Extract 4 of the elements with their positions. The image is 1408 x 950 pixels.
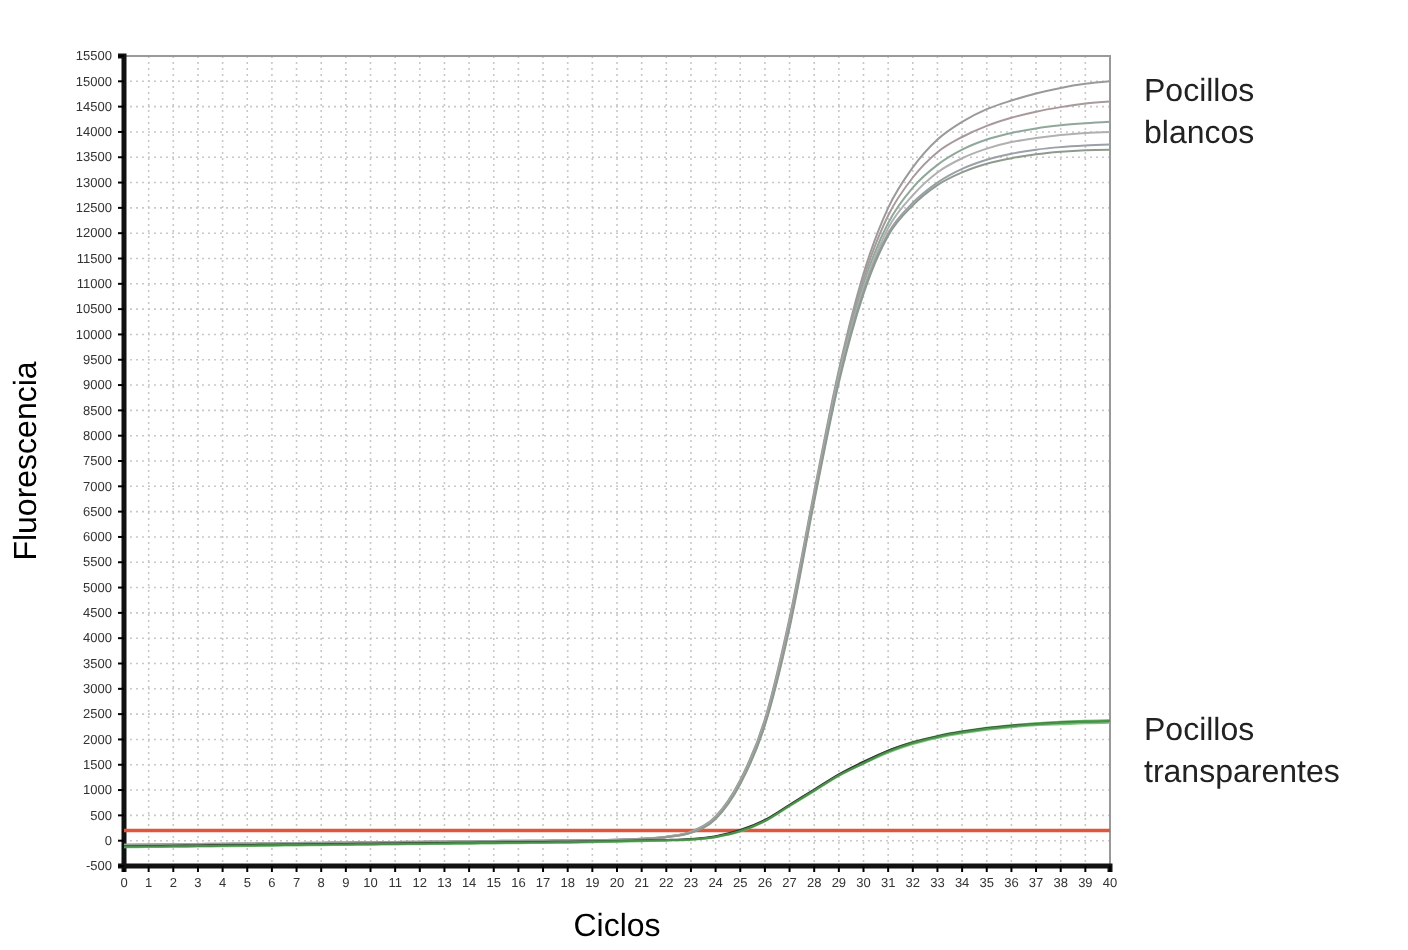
y-axis-title: Fluorescencia bbox=[10, 361, 44, 561]
x-axis-title: Ciclos bbox=[573, 910, 661, 944]
series-label: Pocillos blancos bbox=[1144, 75, 1255, 152]
series-label: Pocillos transparentes bbox=[1144, 714, 1340, 791]
